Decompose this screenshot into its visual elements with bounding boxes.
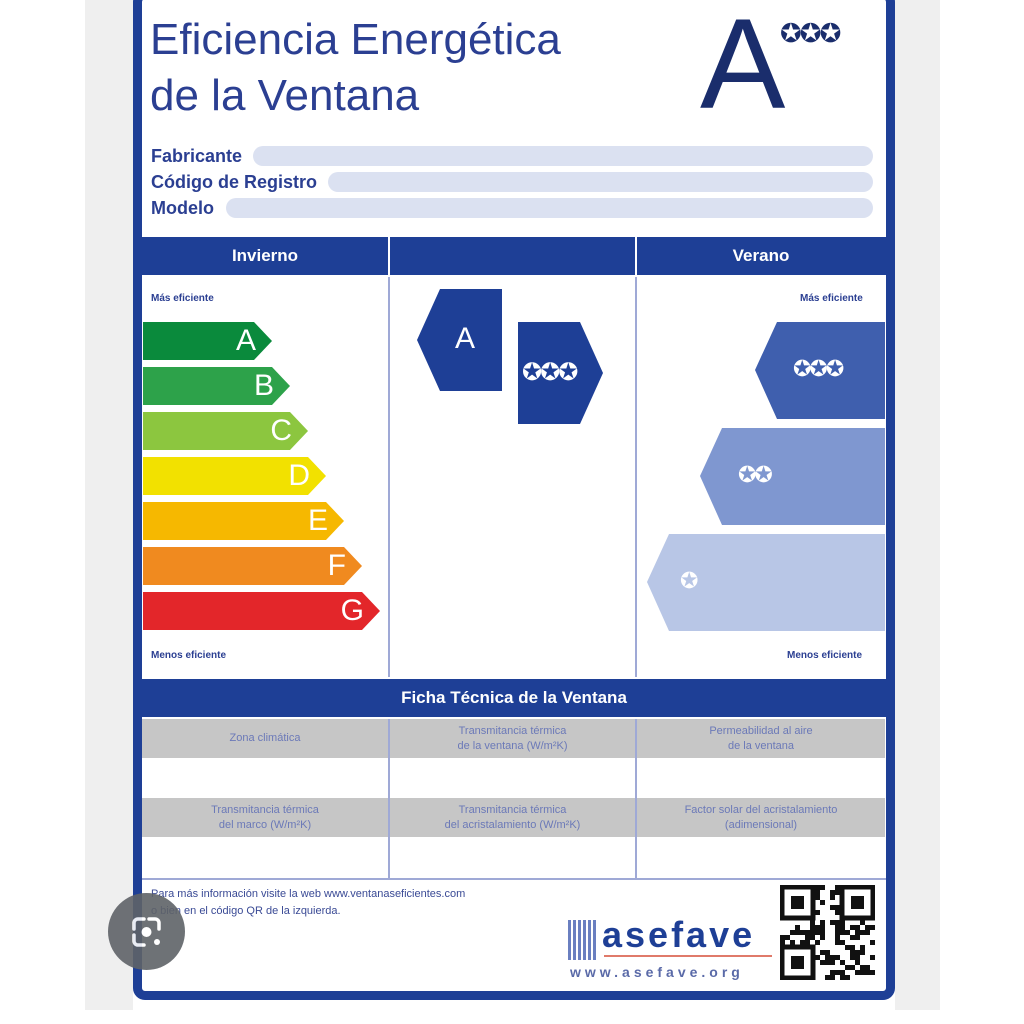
summer-class-bar bbox=[700, 428, 885, 525]
summer-class-stars: ✪ bbox=[680, 568, 698, 593]
rating-stars: ✪✪✪ bbox=[780, 18, 841, 48]
energy-class-bar-b: B bbox=[143, 367, 290, 405]
label-title: Eficiencia Energética de la Ventana bbox=[150, 12, 561, 124]
asefave-logo-icon bbox=[568, 920, 598, 960]
title-line: Eficiencia Energética bbox=[150, 15, 561, 64]
tech-sheet-value-cell bbox=[390, 758, 635, 799]
energy-class-letter: D bbox=[288, 459, 310, 492]
tech-sheet-header-cell: Transmitancia térmica de la ventana (W/m… bbox=[390, 719, 635, 758]
tech-sheet-header-cell: Factor solar del acristalamiento (adimen… bbox=[637, 798, 885, 837]
tech-sheet-header-cell: Zona climática bbox=[142, 719, 388, 758]
summer-class-stars: ✪✪ bbox=[738, 462, 773, 487]
lens-icon bbox=[132, 917, 161, 947]
field-label: Fabricante bbox=[151, 146, 243, 166]
tech-sheet-header-cell: Transmitancia térmica del marco (W/m²K) bbox=[142, 798, 388, 837]
footer-info: o bien en el código QR de la izquierda. bbox=[151, 905, 341, 917]
tech-sheet-value-cell bbox=[142, 837, 388, 878]
energy-class-bar-g: G bbox=[143, 592, 380, 630]
energy-class-letter: F bbox=[327, 549, 346, 582]
more-efficient-label: Más eficiente bbox=[800, 293, 863, 304]
model-field bbox=[226, 198, 873, 218]
registration-code-field bbox=[328, 172, 873, 192]
summer-class-bar bbox=[647, 534, 885, 631]
less-efficient-label: Menos eficiente bbox=[151, 650, 227, 661]
energy-class-bar-f: F bbox=[143, 547, 362, 585]
divider bbox=[388, 719, 390, 879]
footer-info: Para más información visite la web www.v… bbox=[151, 888, 466, 900]
less-efficient-label: Menos eficiente bbox=[787, 650, 863, 661]
google-lens-button[interactable] bbox=[108, 893, 185, 970]
divider bbox=[635, 277, 637, 677]
energy-class-bar-a: A bbox=[143, 322, 272, 360]
background-band bbox=[85, 0, 133, 1010]
divider bbox=[388, 277, 390, 677]
energy-class-letter: B bbox=[253, 369, 274, 402]
summer-class-bar bbox=[755, 322, 885, 419]
energy-class-letter: C bbox=[270, 414, 292, 447]
field-label: Código de Registro bbox=[151, 172, 317, 192]
background-band bbox=[895, 0, 940, 1010]
tech-sheet-value-cell bbox=[637, 758, 885, 799]
asefave-logo: asefave bbox=[602, 914, 756, 955]
summer-header: Verano bbox=[732, 246, 790, 265]
manufacturer-field bbox=[253, 146, 873, 166]
logo-underline bbox=[604, 955, 772, 957]
qr-code-icon bbox=[780, 885, 875, 980]
more-efficient-label: Más eficiente bbox=[151, 293, 214, 304]
tech-sheet-header-cell: Transmitancia térmica del acristalamient… bbox=[390, 798, 635, 837]
energy-class-bar-c: C bbox=[143, 412, 308, 450]
tech-sheet-value-cell bbox=[637, 837, 885, 878]
divider bbox=[142, 878, 886, 880]
season-header bbox=[142, 237, 886, 275]
rating-letter: A bbox=[700, 0, 786, 136]
asefave-url: www.asefave.org bbox=[570, 964, 744, 980]
winter-indicator-letter: A bbox=[455, 322, 476, 355]
energy-class-letter: E bbox=[307, 504, 328, 537]
title-line: de la Ventana bbox=[150, 71, 420, 120]
tech-sheet-value-cell bbox=[390, 837, 635, 878]
winter-header: Invierno bbox=[231, 246, 299, 265]
energy-class-letter: A bbox=[235, 324, 256, 357]
energy-class-bar-e: E bbox=[143, 502, 344, 540]
summer-class-stars: ✪✪✪ bbox=[793, 356, 844, 381]
divider bbox=[635, 719, 637, 879]
summer-indicator-stars: ✪✪✪ bbox=[522, 359, 578, 386]
field-label: Modelo bbox=[151, 198, 214, 218]
energy-class-letter: G bbox=[340, 594, 364, 627]
tech-sheet-title: Ficha Técnica de la Ventana bbox=[142, 679, 886, 717]
tech-sheet-value-cell bbox=[142, 758, 388, 799]
winter-indicator-arrow bbox=[417, 289, 502, 391]
summer-indicator-arrow bbox=[518, 322, 603, 424]
tech-sheet-header-cell: Permeabilidad al aire de la ventana bbox=[637, 719, 885, 758]
energy-class-bar-d: D bbox=[143, 457, 326, 495]
